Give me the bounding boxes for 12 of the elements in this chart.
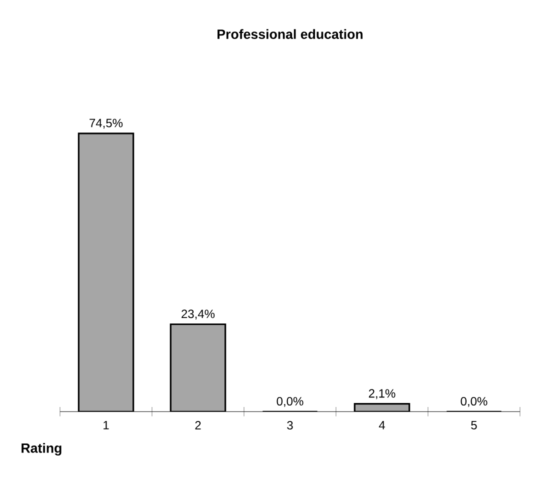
data-label: 0,0% (460, 397, 488, 407)
data-label: 0,0% (276, 397, 304, 407)
x-tick-label: 1 (104, 421, 109, 430)
x-tick-label: 2 (195, 421, 201, 430)
data-label: 2,1% (368, 389, 396, 400)
data-label: 23,4% (182, 310, 215, 320)
data-label: 74,5% (90, 118, 123, 129)
x-tick-label: 3 (287, 421, 293, 430)
x-axis-title: Rating (22, 443, 62, 456)
x-tick-label: 5 (471, 421, 477, 430)
x-tick-label: 4 (378, 421, 385, 430)
chart-title: Professional education (218, 29, 363, 39)
